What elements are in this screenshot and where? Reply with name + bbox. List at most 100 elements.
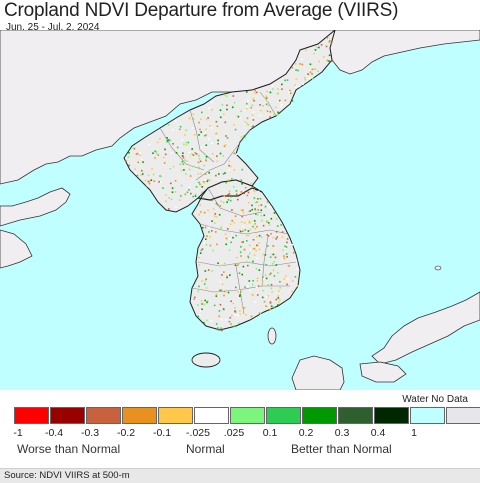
ndvi-pixel: [235, 153, 238, 155]
ndvi-pixel: [259, 197, 262, 200]
ndvi-pixel: [250, 182, 253, 185]
ndvi-pixel: [246, 122, 248, 125]
ndvi-pixel: [284, 245, 286, 248]
legend-swatch-4: [158, 407, 193, 424]
ndvi-pixel: [201, 146, 203, 148]
dmz-border: [197, 187, 263, 201]
ndvi-pixel: [242, 241, 244, 243]
ndvi-pixel: [276, 225, 279, 227]
ndvi-pixel: [240, 221, 243, 223]
ndvi-pixel: [258, 248, 261, 250]
ndvi-pixel: [235, 234, 237, 237]
ndvi-pixel: [228, 164, 230, 167]
ndvi-pixel: [247, 234, 250, 237]
ndvi-pixel: [223, 271, 225, 273]
ndvi-pixel: [249, 228, 252, 231]
ndvi-pixel: [239, 294, 241, 296]
ndvi-pixel: [305, 49, 307, 51]
ndvi-pixel: [230, 165, 232, 168]
ndvi-pixel: [216, 125, 219, 128]
ndvi-pixel: [195, 153, 198, 155]
ndvi-pixel: [265, 277, 268, 280]
ndvi-pixel: [203, 242, 205, 244]
ndvi-pixel: [128, 164, 130, 167]
ndvi-pixel: [199, 160, 202, 163]
ndvi-pixel: [215, 120, 218, 123]
ndvi-pixel: [218, 179, 220, 182]
ndvi-pixel: [214, 213, 217, 215]
ndvi-pixel: [171, 187, 174, 189]
ndvi-pixel: [270, 217, 273, 220]
ndvi-pixel: [277, 304, 279, 306]
ndvi-pixel: [169, 139, 172, 142]
ndvi-pixel: [128, 152, 130, 154]
ndvi-pixel: [141, 169, 143, 172]
ndvi-pixel: [265, 103, 268, 106]
ndvi-pixel: [286, 79, 289, 81]
ndvi-pixel: [291, 243, 294, 246]
ndvi-pixel: [168, 139, 170, 142]
ndvi-pixel: [158, 181, 160, 183]
ndvi-pixel: [180, 195, 182, 197]
ndvi-pixel: [190, 192, 192, 195]
ndvi-pixel: [153, 180, 156, 182]
ndvi-pixel: [295, 78, 298, 80]
ndvi-pixel: [184, 159, 186, 161]
ndvi-pixel: [211, 199, 213, 201]
ndvi-pixel: [201, 308, 203, 311]
ndvi-pixel: [195, 186, 198, 188]
ndvi-pixel: [244, 286, 246, 288]
ndvi-pixel: [207, 117, 209, 119]
ndvi-pixel: [274, 256, 277, 259]
ndvi-pixel: [256, 277, 259, 280]
ndvi-pixel: [252, 222, 255, 224]
ndvi-pixel: [205, 156, 208, 158]
ndvi-pixel: [218, 173, 220, 175]
ndvi-pixel: [259, 104, 261, 106]
north-korea: [123, 30, 336, 213]
ndvi-pixel: [201, 111, 203, 114]
ndvi-pixel: [150, 179, 153, 181]
ndvi-pixel: [217, 139, 219, 142]
ndvi-pixel: [302, 83, 304, 85]
ndvi-pixel: [314, 49, 317, 51]
ndvi-pixel: [211, 108, 213, 111]
ndvi-pixel: [162, 156, 165, 159]
ndvi-pixel: [216, 160, 219, 163]
ndvi-pixel: [174, 191, 177, 193]
ndvi-pixel: [215, 231, 217, 233]
ndvi-pixel: [285, 246, 288, 248]
ndvi-pixel: [214, 222, 216, 224]
ndvi-pixel: [198, 158, 201, 160]
ndvi-pixel: [252, 225, 254, 228]
ndvi-pixel: [228, 192, 231, 195]
ndvi-pixel: [210, 320, 213, 322]
legend-tick-1: -0.4: [44, 427, 64, 439]
map-area[interactable]: [0, 30, 480, 390]
ndvi-pixel: [273, 306, 275, 309]
japan-honshu: [371, 291, 480, 365]
ndvi-pixel: [203, 211, 206, 214]
ndvi-pixel: [183, 169, 185, 171]
ndvi-pixel: [263, 214, 266, 217]
ndvi-pixel: [247, 191, 250, 194]
ndvi-pixel: [225, 135, 227, 137]
ndvi-pixel: [256, 201, 258, 203]
ndvi-pixel: [266, 110, 269, 112]
ndvi-pixel: [224, 172, 226, 174]
ndvi-pixel: [295, 259, 298, 262]
ndvi-pixel: [221, 329, 223, 332]
ndvi-pixel: [174, 120, 177, 122]
ndvi-pixel: [215, 174, 217, 177]
ndvi-pixel: [193, 298, 195, 301]
ndvi-pixel: [238, 289, 240, 292]
ndvi-pixel: [269, 302, 272, 305]
ndvi-pixel: [206, 235, 208, 237]
ndvi-pixel: [276, 236, 278, 238]
ndvi-pixel: [246, 105, 248, 108]
ndvi-pixel: [201, 191, 203, 194]
legend-worse-label: Worse than Normal: [17, 442, 121, 456]
ndvi-pixel: [203, 283, 206, 285]
ndvi-pixel: [267, 295, 270, 297]
ndvi-pixel: [239, 116, 241, 119]
